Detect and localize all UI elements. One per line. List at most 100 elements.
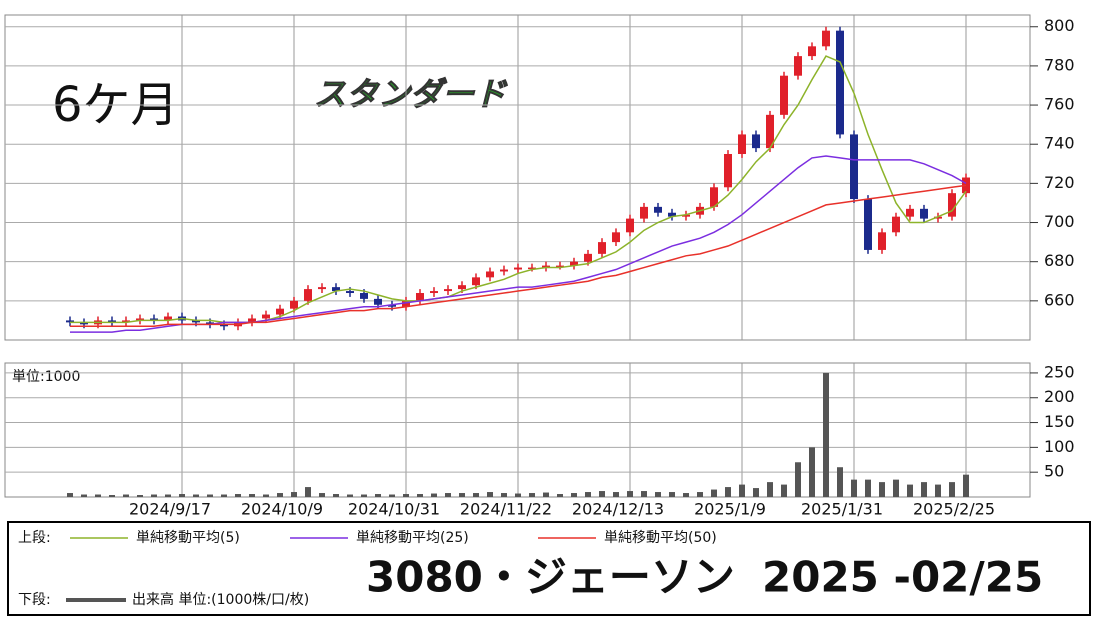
candle-body	[766, 114, 774, 149]
candle-body	[528, 267, 536, 270]
volume-bar	[179, 494, 185, 497]
candle-body	[780, 75, 788, 115]
volume-bar	[753, 488, 759, 497]
volume-bar	[669, 492, 675, 497]
volume-bar	[291, 492, 297, 497]
candle-body	[584, 253, 592, 262]
candle-body	[668, 212, 676, 217]
volume-bar	[641, 491, 647, 497]
x-tick-label: 2024/9/17	[129, 500, 211, 519]
volume-bar	[683, 493, 689, 497]
candle-body	[864, 199, 872, 250]
volume-bar	[627, 491, 633, 497]
volume-bar	[949, 482, 955, 497]
volume-bar	[893, 479, 899, 497]
x-tick-label: 2024/10/9	[241, 500, 323, 519]
candle-body	[192, 320, 200, 323]
volume-bar	[459, 493, 465, 497]
volume-bar	[557, 494, 563, 497]
y-tick-label: 800	[1044, 16, 1075, 35]
volume-bar	[347, 494, 353, 497]
candle-body	[598, 242, 606, 254]
candle-body	[682, 214, 690, 217]
volume-bar	[935, 484, 941, 497]
legend-label: 単純移動平均(5)	[136, 530, 240, 546]
volume-bar	[445, 493, 451, 497]
volume-bar	[837, 467, 843, 497]
volume-bar	[907, 484, 913, 497]
candle-body	[752, 134, 760, 149]
volume-bar	[865, 479, 871, 497]
candle-body	[150, 318, 158, 321]
y-tick-label: 680	[1044, 251, 1075, 270]
candle-body	[556, 265, 564, 268]
volume-bar	[165, 494, 171, 497]
candle-body	[654, 206, 662, 213]
volume-bar	[137, 495, 143, 497]
candle-body	[836, 30, 844, 135]
volume-bar	[571, 493, 577, 497]
volume-bar	[795, 462, 801, 497]
market-label: スタンダード	[314, 75, 508, 113]
volume-bar	[851, 479, 857, 497]
volume-bar	[67, 493, 73, 497]
legend-label: 単純移動平均(25)	[356, 530, 469, 546]
candle-body	[248, 318, 256, 323]
volume-bar	[403, 494, 409, 497]
candle-body	[906, 208, 914, 217]
volume-bar	[963, 474, 969, 497]
y-tick-label: 50	[1044, 462, 1064, 481]
candle-body	[500, 269, 508, 272]
volume-bar	[739, 484, 745, 497]
candle-body	[472, 277, 480, 286]
candle-body	[206, 322, 214, 325]
stock-date: 2025 -02/25	[762, 553, 1043, 602]
volume-bar	[501, 493, 507, 497]
volume-bar	[697, 492, 703, 497]
x-tick-label: 2025/1/9	[694, 500, 766, 519]
candle-body	[822, 30, 830, 47]
candle-body	[290, 300, 298, 309]
volume-bar	[529, 493, 535, 497]
volume-bar	[725, 487, 731, 497]
volume-bar	[781, 484, 787, 497]
x-tick-label: 2024/11/22	[460, 500, 552, 519]
candle-body	[570, 261, 578, 266]
volume-bar	[305, 487, 311, 497]
volume-bar	[221, 494, 227, 497]
candle-body	[220, 324, 228, 327]
candle-body	[136, 318, 144, 321]
volume-bar	[109, 495, 115, 497]
candle-body	[878, 232, 886, 250]
volume-bar	[319, 493, 325, 497]
candle-body	[850, 134, 858, 200]
legend-group: 上段:	[18, 530, 51, 546]
legend-label: 出来高 単位:(1000株/口/枚)	[132, 591, 309, 608]
volume-bar	[389, 494, 395, 497]
candle-body	[262, 314, 270, 319]
volume-bar	[823, 372, 829, 497]
volume-bar	[333, 494, 339, 497]
candle-body	[430, 291, 438, 294]
x-tick-label: 2025/1/31	[801, 500, 883, 519]
volume-bar	[375, 494, 381, 497]
candle-body	[542, 265, 550, 268]
volume-unit: 単位:1000	[12, 369, 80, 385]
candle-body	[80, 322, 88, 325]
y-tick-label: 100	[1044, 437, 1075, 456]
x-tick-label: 2024/10/31	[348, 500, 440, 519]
candle-body	[388, 304, 396, 307]
volume-bar	[151, 494, 157, 497]
volume-bar	[515, 493, 521, 497]
candle-body	[458, 285, 466, 290]
candle-body	[640, 206, 648, 219]
volume-bar	[431, 493, 437, 497]
x-tick-label: 2025/2/25	[913, 500, 995, 519]
legend-group: 下段:	[18, 592, 51, 608]
candle-body	[360, 293, 368, 299]
candle-body	[794, 56, 802, 76]
stock-title: 3080・ジェーソン	[366, 553, 735, 602]
candle-body	[66, 320, 74, 323]
candle-body	[724, 154, 732, 188]
